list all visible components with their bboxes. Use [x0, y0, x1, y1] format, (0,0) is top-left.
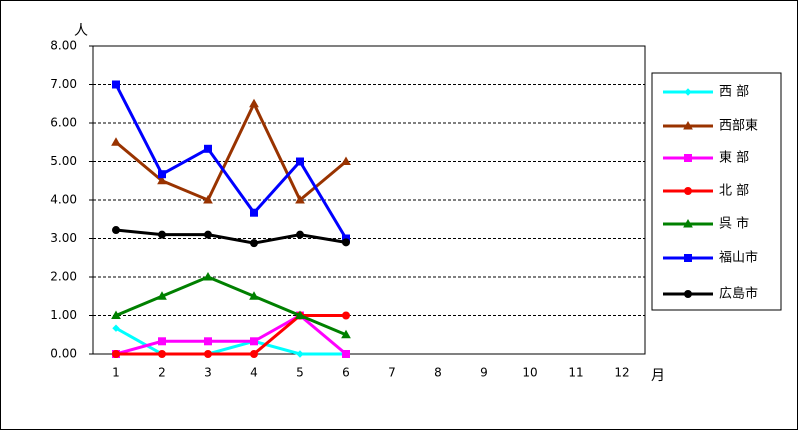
y-axis-label: 人: [74, 23, 88, 39]
y-tick-label: 1.00: [50, 308, 77, 322]
y-tick-label: 4.00: [50, 193, 77, 207]
marker: [250, 337, 258, 346]
marker: [204, 337, 212, 346]
marker: [158, 170, 166, 179]
marker: [341, 329, 351, 339]
marker: [204, 144, 212, 153]
x-tick-label: 11: [568, 366, 583, 380]
marker: [203, 271, 213, 281]
marker: [296, 157, 304, 166]
marker: [296, 230, 304, 239]
legend-marker: [683, 120, 693, 130]
series-line: [114, 83, 348, 240]
x-tick-label: 9: [480, 366, 488, 380]
y-tick-label: 0.00: [50, 347, 77, 361]
x-tick-label: 7: [388, 366, 396, 380]
marker: [204, 350, 212, 358]
marker: [157, 175, 167, 185]
marker: [342, 311, 350, 320]
legend-marker: [683, 218, 693, 228]
marker: [112, 324, 120, 332]
legend-label: 広島市: [719, 286, 758, 302]
y-tick-label: 3.00: [50, 231, 77, 245]
x-tick-label: 2: [158, 366, 166, 380]
x-tick-label: 1: [112, 366, 120, 380]
legend-label: 東 部: [719, 150, 749, 166]
series-line: [115, 326, 346, 356]
x-tick-label: 5: [296, 366, 304, 380]
series-line: [115, 228, 347, 245]
x-tick-label: 10: [522, 366, 537, 380]
marker: [250, 239, 258, 248]
marker: [250, 208, 258, 217]
legend-label: 西部東: [719, 118, 758, 134]
series-line: [115, 313, 347, 356]
legend-label: 福山市: [719, 250, 758, 266]
marker: [250, 350, 258, 358]
y-tick-label: 8.00: [50, 39, 77, 53]
marker: [296, 350, 304, 358]
series-line: [116, 314, 346, 356]
marker: [112, 226, 120, 235]
legend-label: 西 部: [719, 85, 749, 100]
marker: [158, 337, 166, 346]
marker: [204, 230, 212, 239]
legend-marker: [684, 187, 692, 195]
x-tick-label: 3: [204, 366, 212, 380]
marker: [249, 98, 259, 108]
marker: [249, 291, 259, 300]
legend-marker: [684, 254, 692, 262]
marker: [342, 350, 350, 358]
x-tick-label: 12: [614, 366, 629, 380]
marker: [112, 350, 120, 358]
legend-marker: [684, 154, 692, 162]
marker: [342, 238, 350, 247]
series-line: [115, 275, 347, 337]
marker: [158, 230, 166, 239]
y-tick-label: 6.00: [50, 116, 77, 130]
x-tick-label: 4: [250, 366, 258, 380]
legend-label: 呉 市: [719, 216, 749, 232]
marker: [295, 310, 305, 319]
marker: [111, 310, 121, 319]
x-tick-label: 6: [342, 366, 350, 380]
x-tick-label: 8: [434, 366, 442, 380]
legend-marker: [684, 290, 692, 298]
marker: [111, 137, 121, 146]
marker: [112, 80, 120, 89]
legend-label: 北 部: [719, 184, 749, 199]
legend-marker: [684, 88, 692, 96]
y-tick-label: 7.00: [50, 77, 77, 91]
y-tick-label: 5.00: [50, 154, 77, 168]
marker: [157, 291, 167, 300]
x-axis-label: 月: [651, 368, 665, 384]
marker: [295, 194, 305, 204]
y-tick-label: 2.00: [50, 270, 77, 284]
marker: [158, 350, 166, 358]
series-line: [115, 100, 347, 203]
marker: [341, 156, 351, 165]
marker: [203, 194, 213, 204]
